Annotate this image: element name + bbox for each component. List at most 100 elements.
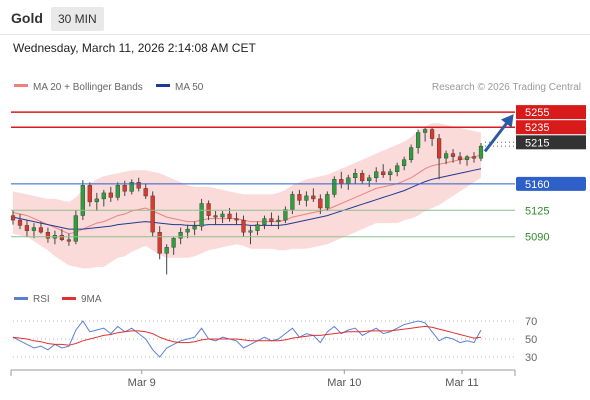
- ma20-legend-label: MA 20 + Bollinger Bands: [33, 82, 143, 93]
- candle: [17, 219, 23, 226]
- candle: [220, 213, 225, 218]
- candle: [115, 185, 120, 198]
- rsi-tick-label: 50: [525, 334, 537, 346]
- pivot-tag: [516, 135, 586, 150]
- candle: [129, 182, 134, 192]
- timeframe-button[interactable]: 30 MIN: [51, 7, 104, 31]
- header-divider: [0, 34, 590, 35]
- candle: [360, 173, 365, 182]
- candle: [283, 209, 288, 221]
- resistance-tag: [516, 120, 586, 135]
- candle: [381, 171, 386, 176]
- candle: [444, 153, 449, 159]
- candle: [241, 219, 246, 233]
- ma20-line: [12, 154, 482, 235]
- rsi-plot: 70 50 30: [12, 316, 537, 364]
- candle: [66, 239, 71, 242]
- candle: [38, 227, 43, 233]
- candle: [478, 145, 484, 159]
- resistance-label: 5235: [525, 122, 549, 134]
- candle: [164, 247, 169, 254]
- candle: [353, 173, 358, 179]
- candle: [94, 198, 99, 203]
- support-label: 5160: [525, 179, 549, 191]
- candle: [45, 231, 50, 239]
- candle: [80, 185, 85, 216]
- resistance-label: 5255: [525, 107, 549, 119]
- time-axis: Mar 9 Mar 10 Mar 11: [10, 369, 516, 389]
- candle: [255, 224, 260, 231]
- candle: [157, 231, 162, 254]
- ma50-legend-swatch: [156, 84, 170, 87]
- time-tick-label: Mar 9: [128, 377, 156, 389]
- target-label: 5125: [525, 205, 549, 217]
- ma50-line: [12, 168, 482, 230]
- candle: [10, 215, 16, 221]
- candle: [206, 203, 211, 216]
- time-tick-label: Mar 11: [445, 377, 478, 389]
- support-tag: [516, 176, 586, 191]
- rsi-ma-legend-label: 9MA: [81, 294, 102, 305]
- candle: [108, 192, 113, 198]
- candle: [318, 198, 323, 209]
- candle: [122, 185, 127, 192]
- candle: [171, 237, 176, 248]
- candle: [311, 195, 316, 200]
- instrument-title: Gold: [11, 10, 43, 26]
- candle: [374, 171, 379, 179]
- candle: [367, 177, 372, 182]
- price-plot: [10, 123, 484, 275]
- candle: [248, 230, 253, 233]
- candle: [213, 215, 218, 218]
- candle: [290, 194, 295, 210]
- candle: [262, 218, 267, 225]
- candle: [24, 225, 29, 231]
- candle: [234, 218, 239, 221]
- rsi-line: [12, 320, 482, 358]
- outlook-arrow: [483, 117, 512, 153]
- pivot-label: 5215: [525, 137, 549, 149]
- candle: [192, 225, 197, 230]
- candle: [346, 177, 351, 185]
- candle: [87, 185, 92, 203]
- candle: [150, 195, 155, 233]
- bollinger-band: [13, 123, 481, 269]
- candle: [185, 228, 190, 233]
- candle: [450, 153, 456, 157]
- candle: [339, 179, 344, 185]
- chart-datetime: Wednesday, March 11, 2026 2:14:08 AM CET: [13, 41, 256, 55]
- ma20-legend-swatch: [14, 84, 28, 87]
- candle: [388, 171, 393, 176]
- resistance-tag: [516, 105, 586, 120]
- candle: [143, 188, 148, 197]
- candle: [227, 213, 232, 219]
- candle: [437, 138, 442, 159]
- candle: [409, 147, 414, 160]
- ma50-legend-label: MA 50: [175, 82, 204, 93]
- candle: [101, 192, 106, 200]
- rsi-legend-label: RSI: [33, 294, 50, 305]
- candle: [416, 132, 421, 148]
- candle: [73, 215, 78, 242]
- candle: [136, 182, 141, 189]
- candle: [199, 203, 204, 227]
- time-tick-label: Mar 10: [327, 377, 361, 389]
- candle: [464, 156, 470, 160]
- candle: [59, 234, 64, 240]
- candle: [471, 156, 477, 159]
- candle: [31, 227, 36, 231]
- credit-text: Research © 2026 Trading Central: [432, 82, 581, 93]
- rsi-ma-line: [12, 325, 482, 346]
- rsi-tick-label: 30: [525, 352, 537, 364]
- candle: [332, 179, 337, 195]
- levels-layer: 5255 5235 5215 5160 5125 5090: [11, 105, 586, 244]
- candle: [430, 129, 435, 139]
- candle: [395, 165, 400, 172]
- rsi-tick-label: 70: [525, 316, 537, 328]
- outlook-arrowhead: [501, 114, 514, 128]
- candle: [325, 194, 330, 209]
- candle: [402, 159, 407, 166]
- candle: [178, 231, 183, 239]
